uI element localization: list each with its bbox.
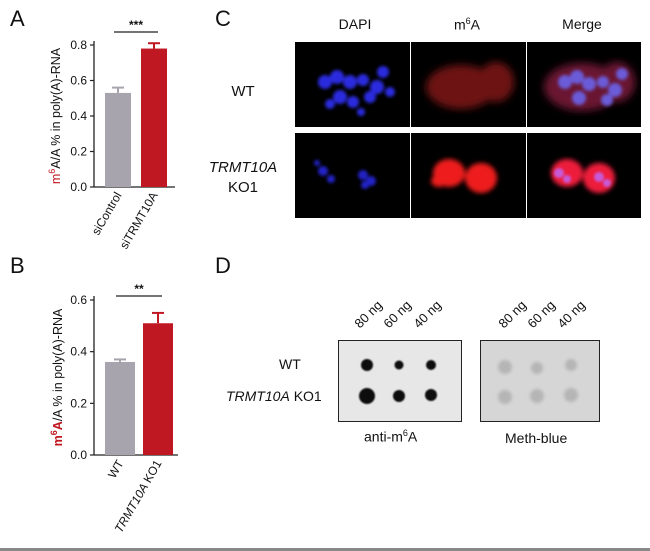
column-title-m6a: m6A bbox=[453, 16, 481, 33]
cell-cluster bbox=[314, 160, 376, 189]
y-tick-label: 0.0 bbox=[70, 448, 87, 462]
micrograph-wt-dapi bbox=[295, 42, 410, 127]
dot-blot-anti-m6a bbox=[338, 340, 462, 422]
blot-dots bbox=[498, 359, 578, 404]
panel-letter-c: C bbox=[215, 6, 231, 31]
y-axis-label: m6A/A % in poly(A)-RNA bbox=[47, 47, 63, 184]
cell-cluster bbox=[426, 62, 514, 109]
column-title-merge: Merge bbox=[562, 16, 602, 32]
y-tick-label: 0.4 bbox=[70, 109, 87, 123]
panel-letter-d: D bbox=[215, 253, 231, 278]
x-tick-label: WT bbox=[105, 457, 127, 481]
micrograph-ko1-m6a bbox=[411, 133, 526, 218]
row-label-ko1: TRMT10A KO1 bbox=[208, 159, 278, 196]
cell-cluster bbox=[318, 66, 395, 116]
lane-label-60ng-blot1: 60 ng bbox=[380, 297, 415, 331]
bar bbox=[141, 48, 167, 187]
significance-stars: ** bbox=[134, 282, 144, 296]
y-tick-label: 0.8 bbox=[70, 38, 87, 52]
bottom-divider bbox=[0, 548, 650, 551]
y-tick-label: 0.2 bbox=[70, 396, 87, 410]
cell-cluster bbox=[551, 159, 615, 193]
dot-blot-row-label-wt: WT bbox=[279, 356, 301, 372]
lane-label-40ng-blot1: 40 ng bbox=[410, 297, 445, 331]
y-tick-label: 0.4 bbox=[70, 345, 87, 359]
y-axis-label: m6A/A % in poly(A)-RNA bbox=[49, 308, 65, 446]
blot-label-anti-m6a: anti-m6A bbox=[364, 428, 418, 445]
micrograph-ko1-merge bbox=[527, 133, 641, 218]
lane-label-80ng-blot2: 80 ng bbox=[495, 297, 530, 331]
cell-cluster bbox=[431, 159, 497, 193]
x-tick-label: siControl bbox=[89, 190, 125, 238]
column-title-dapi: DAPI bbox=[338, 16, 372, 32]
y-tick-label: 0.2 bbox=[70, 145, 87, 159]
dot-blot-row-label-ko1: TRMT10A KO1 bbox=[226, 388, 322, 404]
bar bbox=[105, 362, 135, 455]
panel-letter-b: B bbox=[10, 253, 25, 278]
y-tick-label: 0.0 bbox=[70, 180, 87, 194]
blot-label-meth-blue: Meth-blue bbox=[505, 430, 568, 446]
blot-dots bbox=[359, 359, 437, 404]
panel-letter-a: A bbox=[10, 6, 25, 31]
micrograph-wt-m6a bbox=[411, 42, 526, 127]
significance-stars: *** bbox=[129, 18, 143, 32]
bar bbox=[143, 323, 173, 455]
lane-label-60ng-blot2: 60 ng bbox=[524, 297, 559, 331]
lane-label-40ng-blot2: 40 ng bbox=[554, 297, 589, 331]
dot-blot-meth-blue bbox=[480, 340, 600, 422]
y-tick-label: 0.6 bbox=[70, 74, 87, 88]
cell-cluster bbox=[544, 62, 635, 111]
row-label-wt: WT bbox=[231, 83, 255, 100]
micrograph-ko1-dapi bbox=[295, 133, 410, 218]
y-tick-label: 0.6 bbox=[70, 293, 87, 307]
lane-label-80ng-blot1: 80 ng bbox=[351, 297, 386, 331]
micrograph-wt-merge bbox=[527, 42, 641, 127]
bar bbox=[105, 92, 131, 187]
bar-chart-a: 0.00.20.40.60.8siControlsiTRMT10A***m6A/… bbox=[47, 18, 175, 250]
